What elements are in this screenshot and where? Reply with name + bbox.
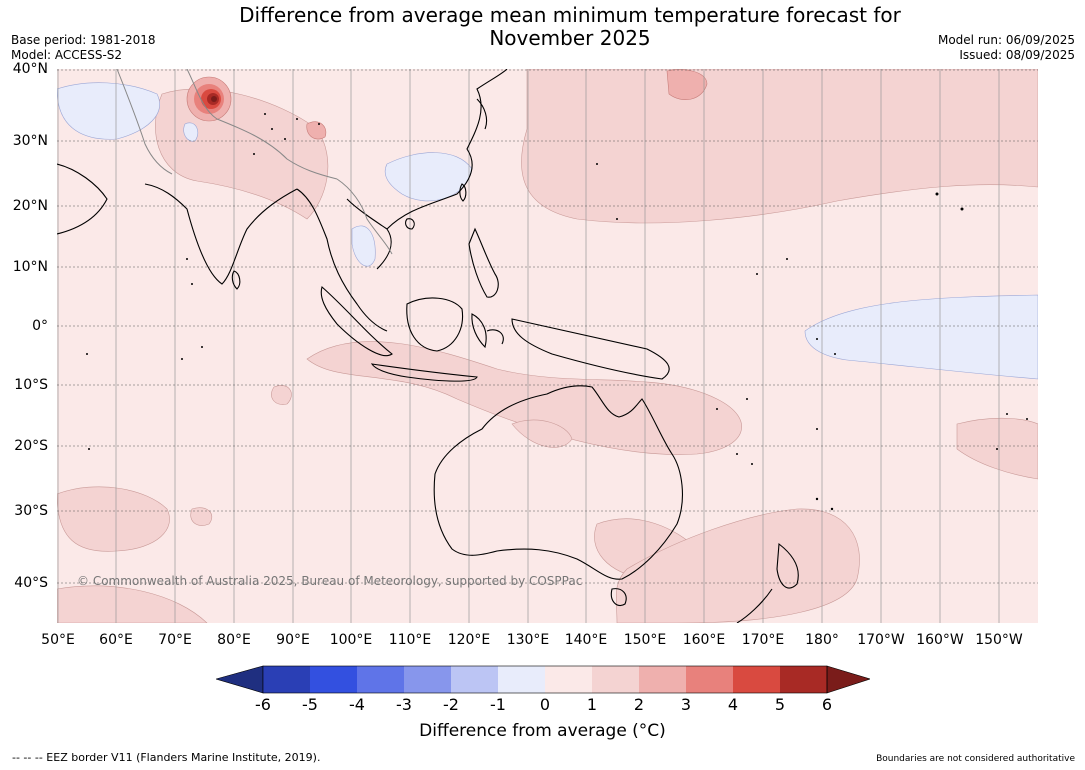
- colorbar-tick: -4: [349, 695, 365, 714]
- lon-label-120e: 120°E: [447, 632, 491, 648]
- colorbar-tick: 5: [774, 695, 786, 714]
- country-borders: [116, 69, 393, 255]
- copyright-notice: © Commonwealth of Australia 2025, Bureau…: [77, 574, 582, 588]
- lon-label-170w: 170°W: [857, 632, 905, 648]
- colorbar-tick: 4: [727, 695, 739, 714]
- model-run: Model run: 06/09/2025: [937, 33, 1075, 47]
- lat-label-20s: 20°S: [14, 438, 48, 454]
- colorbar-tick: 0: [539, 695, 551, 714]
- eez-border-note: -- -- -- EEZ border V11 (Flanders Marine…: [12, 751, 321, 764]
- lat-label-30s: 30°S: [14, 503, 48, 519]
- colorbar-tick: -5: [302, 695, 318, 714]
- colorbar-swatch: [545, 666, 592, 693]
- colorbar-title: Difference from average (°C): [419, 721, 666, 741]
- lat-label-equator: 0°: [32, 318, 48, 334]
- lon-label-160e: 160°E: [682, 632, 726, 648]
- lon-label-60e: 60°E: [99, 632, 133, 648]
- lat-label-40s: 40°S: [14, 575, 48, 591]
- lon-label-180: 180°: [805, 632, 839, 648]
- colorbar-swatch: [780, 666, 827, 693]
- colorbar: [214, 665, 872, 699]
- lat-label-20n: 20°N: [12, 198, 48, 214]
- colorbar-arrow-low: [214, 665, 264, 694]
- colorbar-swatch: [639, 666, 686, 693]
- lat-label-10s: 10°S: [14, 377, 48, 393]
- colorbar-swatch: [357, 666, 404, 693]
- colorbar-swatch: [263, 666, 310, 693]
- issued-date: Issued: 08/09/2025: [959, 48, 1075, 62]
- title-line-1: Difference from average mean minimum tem…: [239, 3, 901, 27]
- boundaries-disclaimer: Boundaries are not considered authoritat…: [876, 754, 1075, 764]
- temperature-anomaly-map: © Commonwealth of Australia 2025, Bureau…: [57, 69, 1038, 623]
- anomaly-2-to-3-regions: [186, 69, 708, 140]
- lon-label-50e: 50°E: [41, 632, 75, 648]
- colorbar-arrow-high: [826, 665, 872, 694]
- colorbar-tick: 3: [680, 695, 692, 714]
- colorbar-tick: 1: [586, 695, 598, 714]
- lon-label-70e: 70°E: [158, 632, 192, 648]
- lat-label-30n: 30°N: [12, 133, 48, 149]
- base-period: Base period: 1981-2018: [11, 33, 156, 47]
- lon-label-150e: 150°E: [623, 632, 667, 648]
- colorbar-tick: -6: [255, 695, 271, 714]
- parallel-lines: [57, 69, 1038, 584]
- colorbar-swatch: [404, 666, 451, 693]
- colorbar-swatch: [498, 666, 545, 693]
- title-line-2: November 2025: [489, 26, 651, 50]
- model-name: Model: ACCESS-S2: [11, 48, 123, 62]
- colorbar-tick: 6: [821, 695, 833, 714]
- island-dots: [86, 113, 1028, 511]
- colorbar-tick: 2: [633, 695, 645, 714]
- anomaly-hotspot-high: [194, 84, 224, 114]
- meridian-lines: [57, 69, 1000, 623]
- meta-left: Base period: 1981-2018 Model: ACCESS-S2: [11, 33, 156, 63]
- map-panel: © Commonwealth of Australia 2025, Bureau…: [57, 69, 1038, 623]
- colorbar-tick: -2: [443, 695, 459, 714]
- lon-label-100e: 100°E: [329, 632, 373, 648]
- coastlines: [57, 69, 799, 623]
- meta-right: Model run: 06/09/2025 Issued: 08/09/2025: [938, 33, 1075, 63]
- colorbar-svg: [214, 665, 872, 694]
- lat-label-10n: 10°N: [12, 259, 48, 275]
- colorbar-swatch: [686, 666, 733, 693]
- lat-label-40n: 40°N: [12, 61, 48, 77]
- lon-label-110e: 110°E: [388, 632, 432, 648]
- lon-label-140e: 140°E: [564, 632, 608, 648]
- lon-label-150w: 150°W: [975, 632, 1023, 648]
- colorbar-frame: [262, 665, 828, 694]
- colorbar-tick: -1: [490, 695, 506, 714]
- lon-label-80e: 80°E: [217, 632, 251, 648]
- anomaly-minus-1-to-0-regions: [57, 82, 1038, 380]
- map-title: Difference from average mean minimum tem…: [200, 4, 940, 50]
- lon-label-90e: 90°E: [276, 632, 310, 648]
- lon-label-160w: 160°W: [916, 632, 964, 648]
- colorbar-swatch: [310, 666, 357, 693]
- lon-label-170e: 170°E: [741, 632, 785, 648]
- colorbar-swatch: [592, 666, 639, 693]
- colorbar-swatch: [451, 666, 498, 693]
- colorbar-tick: -3: [396, 695, 412, 714]
- lon-label-130e: 130°E: [506, 632, 550, 648]
- colorbar-swatch: [733, 666, 780, 693]
